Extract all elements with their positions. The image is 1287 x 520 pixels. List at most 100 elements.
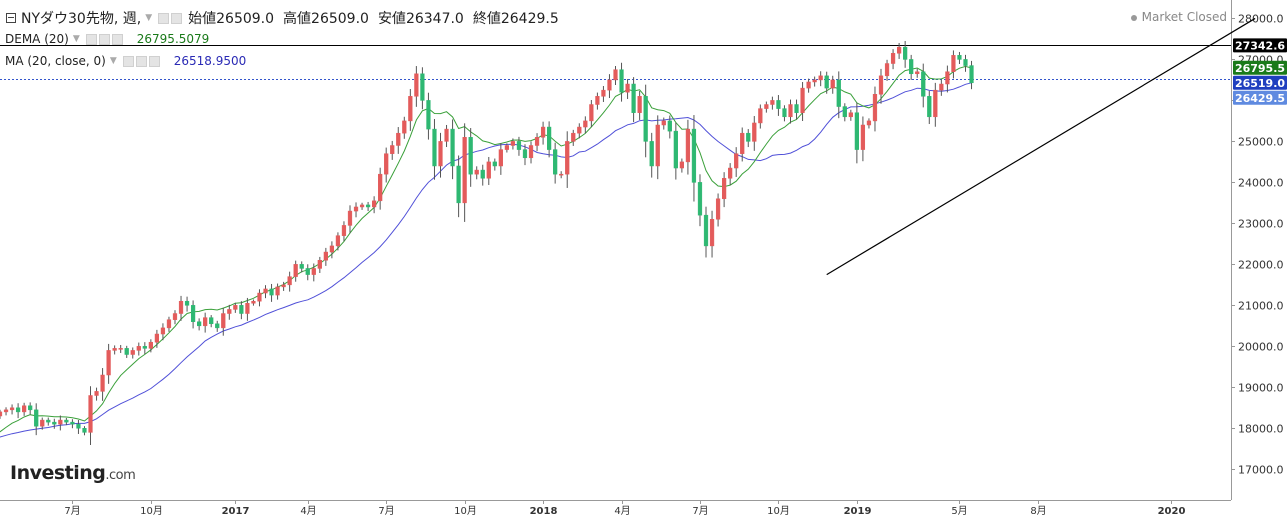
candle-body bbox=[492, 161, 497, 167]
chevron-down-icon[interactable]: ▼ bbox=[109, 56, 117, 66]
candle bbox=[866, 118, 872, 129]
candle bbox=[227, 304, 232, 320]
candle-body bbox=[613, 69, 618, 81]
candle-body bbox=[172, 313, 178, 320]
symbol-legend[interactable]: NYダウ30先物, 週, ▼ 始値26509.0 高値26509.0 安値263… bbox=[0, 8, 559, 28]
candle bbox=[540, 121, 546, 145]
candle bbox=[136, 342, 141, 356]
dema-legend[interactable]: DEMA (20) ▼ 26795.5079 bbox=[0, 32, 209, 46]
candle bbox=[456, 155, 461, 218]
candle bbox=[390, 140, 395, 160]
candle bbox=[311, 263, 316, 282]
candle-body bbox=[667, 120, 672, 132]
candle bbox=[408, 89, 413, 131]
candle bbox=[160, 323, 166, 341]
eye-icon[interactable] bbox=[135, 55, 147, 67]
close-icon[interactable] bbox=[148, 55, 160, 67]
candle-body bbox=[233, 305, 238, 310]
candle-body bbox=[854, 112, 859, 150]
candle-body bbox=[317, 259, 322, 269]
settings-icon[interactable] bbox=[85, 33, 97, 45]
candle bbox=[878, 68, 884, 104]
dema-label: DEMA (20) bbox=[5, 32, 69, 46]
candle-body bbox=[136, 346, 141, 351]
candle bbox=[697, 174, 703, 227]
candle-body bbox=[830, 79, 835, 89]
candle bbox=[667, 115, 672, 139]
ma-legend[interactable]: MA (20, close, 0) ▼ 26518.9500 bbox=[0, 54, 246, 68]
candle-body bbox=[764, 104, 769, 109]
candle bbox=[800, 82, 805, 122]
close-icon[interactable] bbox=[111, 33, 123, 45]
candle-body bbox=[329, 245, 335, 253]
candle bbox=[734, 147, 739, 177]
candle-body bbox=[76, 423, 81, 429]
candle bbox=[715, 193, 721, 227]
settings-icon[interactable] bbox=[122, 55, 134, 67]
candle-body bbox=[408, 96, 413, 122]
candle-body bbox=[468, 137, 473, 175]
candle bbox=[365, 201, 371, 212]
candle-body bbox=[426, 100, 431, 130]
candle-body bbox=[178, 300, 184, 314]
candle bbox=[335, 232, 341, 251]
candle bbox=[269, 283, 274, 302]
candle-body bbox=[341, 225, 347, 236]
price-tag: 26519.0 bbox=[1233, 75, 1287, 90]
candle-body bbox=[842, 106, 847, 118]
candle-body bbox=[112, 348, 117, 351]
candle-body bbox=[384, 153, 389, 175]
candle bbox=[287, 271, 292, 292]
candle bbox=[909, 54, 914, 80]
legend-controls[interactable] bbox=[158, 12, 183, 24]
candle bbox=[631, 77, 636, 123]
settings-icon[interactable] bbox=[158, 12, 170, 24]
x-tick-label: 2019 bbox=[844, 506, 872, 517]
candle bbox=[812, 76, 817, 87]
candle-body bbox=[848, 112, 853, 118]
candle-body bbox=[601, 89, 606, 97]
candle bbox=[106, 343, 111, 384]
candle-body bbox=[64, 419, 69, 423]
candle bbox=[637, 90, 642, 120]
candle-body bbox=[673, 130, 678, 169]
candle bbox=[679, 158, 684, 173]
candle-body bbox=[740, 132, 745, 154]
candle bbox=[34, 403, 39, 436]
candle bbox=[251, 299, 256, 306]
candle bbox=[94, 387, 99, 401]
eye-icon[interactable] bbox=[98, 33, 110, 45]
candle bbox=[203, 312, 208, 333]
candle-body bbox=[438, 141, 443, 167]
candle bbox=[166, 316, 172, 332]
candle bbox=[595, 92, 600, 110]
candle bbox=[589, 100, 594, 128]
chevron-down-icon[interactable]: ▼ bbox=[72, 34, 80, 44]
candle bbox=[957, 51, 962, 65]
candle-body bbox=[402, 120, 407, 134]
candle-body bbox=[456, 165, 461, 204]
candle-body bbox=[915, 71, 920, 75]
legend-controls[interactable] bbox=[85, 33, 123, 45]
candle-body bbox=[540, 126, 546, 138]
collapse-icon[interactable] bbox=[6, 13, 16, 23]
candle bbox=[842, 103, 847, 122]
candle bbox=[480, 164, 485, 186]
candle bbox=[691, 115, 697, 202]
candle-body bbox=[40, 419, 45, 427]
candle-body bbox=[378, 173, 383, 202]
y-tick-label: 18000.0 bbox=[1238, 423, 1284, 436]
candle-body bbox=[239, 305, 244, 314]
candle bbox=[673, 122, 678, 180]
candle bbox=[293, 260, 298, 282]
chevron-down-icon[interactable]: ▼ bbox=[145, 13, 153, 23]
eye-icon[interactable] bbox=[171, 12, 183, 24]
legend-controls[interactable] bbox=[122, 55, 160, 67]
candle-body bbox=[649, 141, 654, 167]
candle bbox=[794, 99, 799, 120]
candle-body bbox=[872, 94, 878, 122]
candle bbox=[142, 342, 147, 355]
candle bbox=[969, 60, 974, 90]
